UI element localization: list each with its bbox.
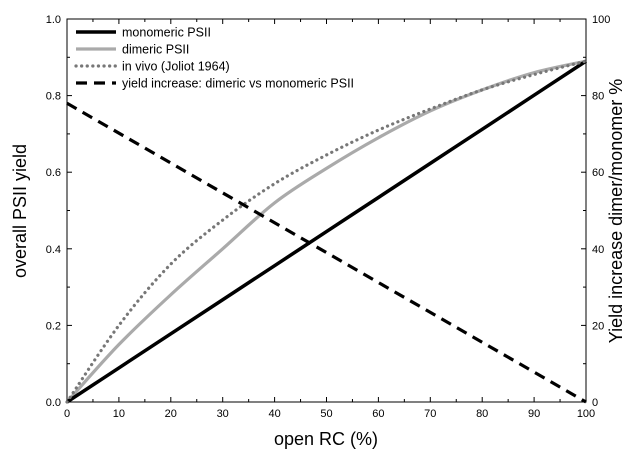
x-tick-label: 60 [372, 408, 384, 420]
y-tick-label: 0.2 [46, 320, 61, 332]
series-line-1 [66, 59, 587, 404]
y-tick-label: 0.4 [46, 244, 61, 256]
y2-tick-label: 80 [592, 91, 604, 103]
x-tick-label: 70 [424, 408, 436, 420]
legend-label: yield increase: dimeric vs monomeric PSI… [122, 77, 354, 91]
y-tick-label: 0.6 [46, 167, 61, 179]
x-tick-label: 10 [113, 408, 125, 420]
y2-tick-label: 100 [592, 14, 610, 26]
x-tick-label: 80 [476, 408, 488, 420]
legend-label: dimeric PSII [122, 43, 189, 57]
series-line-3 [65, 59, 588, 404]
series-line-4 [66, 101, 587, 404]
y-tick-label: 0.8 [46, 91, 61, 103]
y-axis-title: overall PSII yield [10, 144, 30, 278]
y2-tick-label: 20 [592, 320, 604, 332]
legend-label: monomeric PSII [122, 26, 211, 40]
legend-label: in vivo (Joliot 1964) [122, 60, 230, 74]
axis-ticks [66, 18, 587, 403]
x-axis-title: open RC (%) [274, 429, 378, 449]
y-tick-label: 0.0 [46, 397, 61, 409]
x-tick-label: 100 [577, 408, 595, 420]
legend: monomeric PSII dimeric PSII in vivo (Jolio… [74, 26, 354, 91]
y-tick-label: 1.0 [46, 14, 61, 26]
y2-tick-label: 40 [592, 244, 604, 256]
x-tick-label: 50 [320, 408, 332, 420]
x-tick-label: 90 [528, 408, 540, 420]
axis-tick-labels: 0 10 20 30 40 50 60 70 80 90 100 0.0 0.2 0.4 0.6 0.8 1.0… [46, 14, 611, 420]
y2-tick-label: 0 [592, 397, 598, 409]
x-tick-label: 40 [268, 408, 280, 420]
y2-axis-title: Yield increase dimer/monomer % [606, 79, 626, 343]
x-tick-label: 0 [64, 408, 70, 420]
series-layer [65, 59, 588, 404]
y2-tick-label: 60 [592, 167, 604, 179]
x-tick-label: 20 [165, 408, 177, 420]
x-tick-label: 30 [217, 408, 229, 420]
